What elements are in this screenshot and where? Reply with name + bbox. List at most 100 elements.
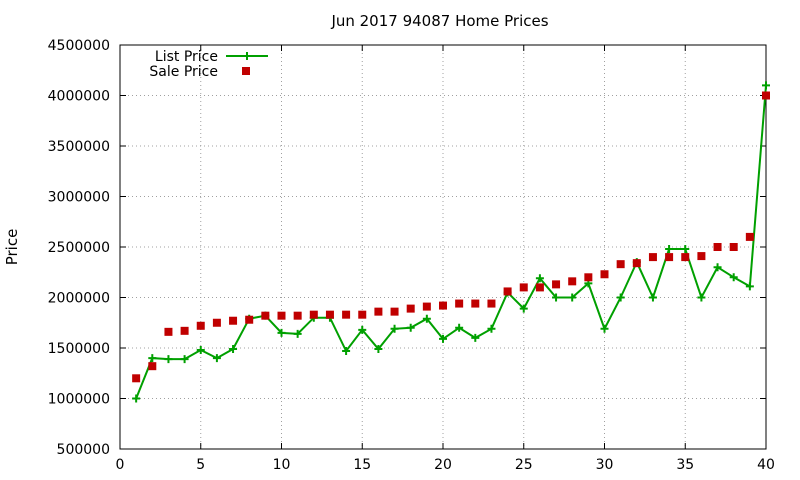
x-tick-label: 30 <box>596 457 614 473</box>
legend-label-list-price: List Price <box>155 49 218 65</box>
sale-price-point <box>632 259 641 268</box>
list-price-point <box>293 329 302 338</box>
sale-price-point <box>374 307 383 316</box>
sale-price-point <box>180 326 189 335</box>
list-price-point <box>132 394 141 403</box>
list-price-point <box>568 293 577 302</box>
list-price-point <box>552 293 561 302</box>
list-price-point <box>406 323 415 332</box>
list-price-point <box>455 323 464 332</box>
legend-label-sale-price: Sale Price <box>149 64 218 80</box>
x-tick-label: 25 <box>515 457 533 473</box>
list-price-point <box>212 354 221 363</box>
sale-price-point <box>584 273 593 282</box>
sale-price-point <box>729 243 738 251</box>
sale-price-point <box>212 318 221 327</box>
x-tick-label: 0 <box>116 457 125 473</box>
sale-price-point <box>164 327 173 336</box>
legend-marker-list-price <box>243 52 251 60</box>
sale-price-point <box>503 287 512 296</box>
sale-price-point <box>196 321 205 330</box>
list-price-point <box>390 324 399 333</box>
sale-price-point <box>342 310 351 319</box>
sale-price-point <box>616 260 625 269</box>
list-price-point <box>665 245 674 254</box>
sale-price-point <box>406 304 415 313</box>
axis-ticks: 0 5 10 15 20 25 30 35 40 500000 1000000 1500000 2000… <box>48 38 775 473</box>
x-tick-label: 5 <box>196 457 205 473</box>
grid-lines <box>120 45 766 449</box>
x-tick-label: 10 <box>273 457 291 473</box>
sale-price-point <box>745 232 754 241</box>
list-price-point <box>422 314 431 323</box>
y-tick-label: 2500000 <box>48 240 110 256</box>
list-price-point <box>277 328 286 337</box>
legend-marker-sale-price <box>242 67 250 75</box>
sale-price-point <box>568 277 577 286</box>
list-price-point <box>697 293 706 302</box>
list-price-point <box>616 293 625 302</box>
sale-price-point <box>535 283 544 292</box>
list-price-point <box>439 334 447 343</box>
sale-price-point <box>762 91 770 100</box>
sale-price-point <box>439 301 447 310</box>
list-price-point <box>713 263 722 272</box>
list-price-point <box>471 333 480 342</box>
y-axis-label: Price <box>3 229 21 266</box>
legend: List Price Sale Price <box>149 49 268 80</box>
sale-price-point <box>665 253 674 262</box>
list-price-point <box>681 245 690 254</box>
list-price-point <box>342 347 351 356</box>
sale-price-point <box>422 302 431 311</box>
sale-price-point <box>277 311 286 320</box>
list-price-point <box>374 345 383 354</box>
list-price-point <box>487 324 496 333</box>
series-layer <box>132 81 770 403</box>
sale-price-point <box>293 311 302 320</box>
y-tick-label: 1000000 <box>48 392 110 408</box>
sale-price-point <box>245 315 254 324</box>
sale-price-point <box>487 299 496 308</box>
sale-price-point <box>471 299 480 308</box>
list-price-point <box>229 345 238 354</box>
y-tick-label: 500000 <box>57 442 110 458</box>
sale-price-point <box>309 310 318 319</box>
sale-price-point <box>455 299 464 308</box>
list-price-point <box>180 355 189 364</box>
list-price-point <box>745 282 754 291</box>
sale-price-point <box>600 270 609 279</box>
list-price-point <box>358 325 367 334</box>
list-price-line <box>135 85 767 399</box>
sale-price-point <box>519 283 528 292</box>
list-price-point <box>600 324 609 333</box>
y-tick-label: 3000000 <box>48 190 110 206</box>
sale-price-point <box>648 253 657 262</box>
y-tick-label: 3500000 <box>48 139 110 155</box>
sale-price-point <box>552 280 561 289</box>
sale-price-point <box>148 362 157 371</box>
list-price-point <box>729 273 738 282</box>
sale-price-point <box>325 310 334 319</box>
sale-price-point <box>261 311 270 320</box>
sale-price-point <box>713 243 722 251</box>
y-tick-label: 2000000 <box>48 291 110 307</box>
y-tick-label: 4500000 <box>48 38 110 54</box>
x-tick-label: 20 <box>434 457 452 473</box>
sale-price-point <box>229 316 238 325</box>
x-tick-label: 35 <box>676 457 694 473</box>
x-tick-label: 15 <box>353 457 371 473</box>
list-price-point <box>648 293 657 302</box>
list-price-point <box>196 346 205 355</box>
sale-price-point <box>132 374 141 383</box>
y-tick-label: 1500000 <box>48 341 110 357</box>
chart-title: Jun 2017 94087 Home Prices <box>330 12 548 30</box>
sale-price-point <box>681 253 690 262</box>
sale-price-point <box>358 310 367 319</box>
list-price-point <box>164 355 173 364</box>
list-price-point <box>519 304 528 313</box>
list-price-point <box>148 354 157 363</box>
sale-price-point <box>697 252 706 261</box>
y-tick-label: 4000000 <box>48 89 110 105</box>
sale-price-point <box>390 307 399 316</box>
